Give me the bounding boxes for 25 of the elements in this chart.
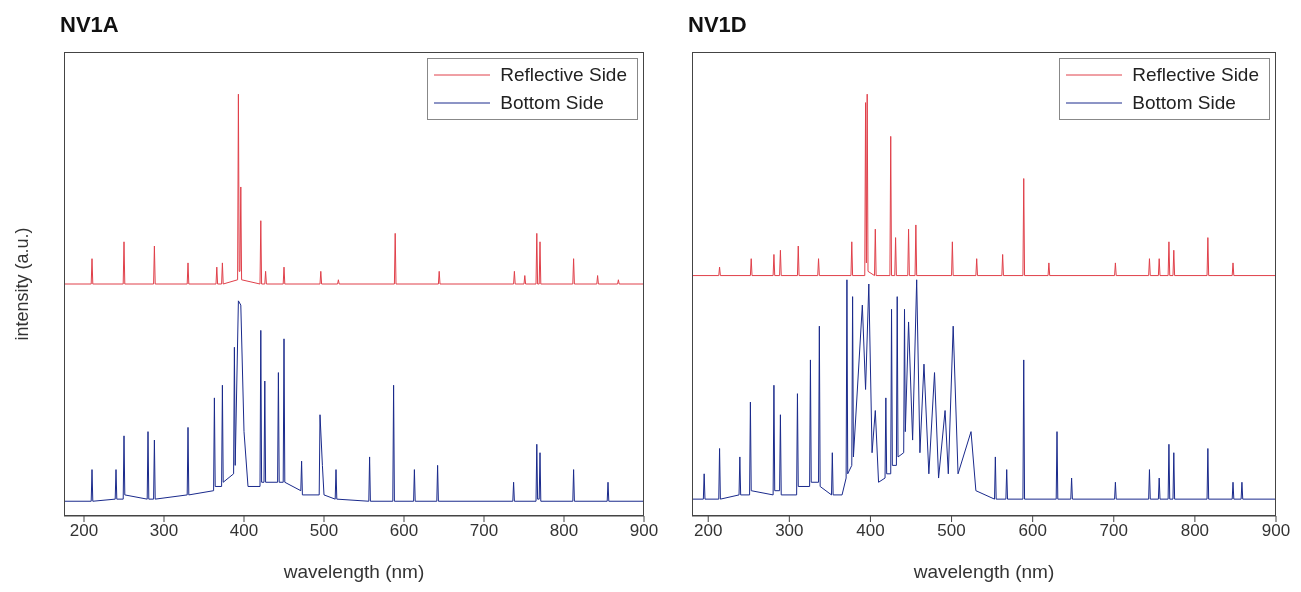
legend-label: Reflective Side [500,63,627,87]
x-tick-label: 800 [1180,521,1210,541]
legend-label: Bottom Side [1132,91,1236,115]
x-tick-label: 900 [629,521,659,541]
x-tick-label: 700 [469,521,499,541]
x-tick-label: 500 [937,521,966,541]
x-tick-label: 300 [775,521,804,541]
legend-label: Reflective Side [1132,63,1259,87]
x-tick-label: 600 [1018,521,1047,541]
y-axis-title: intensity (a.u.) [11,227,33,341]
x-tick-label: 400 [856,521,885,541]
x-axis-title: wavelength (nm) [912,561,1055,582]
x-tick-label: 200 [69,521,99,541]
x-tick-label: 400 [229,521,259,541]
x-tick-label: 700 [1099,521,1128,541]
x-tick-label: 900 [1261,521,1291,541]
x-tick-label: 800 [549,521,579,541]
x-tick-label: 500 [309,521,339,541]
chart-title: NV1D [688,12,747,38]
x-tick-label: 300 [149,521,179,541]
x-tick-label: 600 [389,521,419,541]
legend-label: Bottom Side [500,91,604,115]
x-axis-title: wavelength (nm) [282,561,425,582]
x-tick-label: 200 [694,521,723,541]
chart-title: NV1A [60,12,119,38]
